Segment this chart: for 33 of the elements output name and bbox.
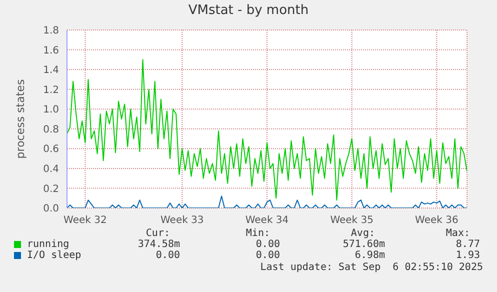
line-series	[67, 59, 467, 201]
text: 0.00	[156, 250, 180, 261]
y-tick-label: 0.0	[43, 204, 59, 215]
x-tick-label: Week 35	[330, 215, 374, 226]
y-tick-label: 0.6	[43, 144, 59, 156]
legend-label: running	[26, 239, 70, 250]
y-tick-label: 0.2	[43, 184, 59, 195]
y-tick-label: 1.2	[43, 84, 59, 96]
y-tick-label: 1.8	[43, 26, 59, 37]
text: 6.98m	[354, 250, 385, 261]
text: 571.60m	[342, 239, 385, 250]
y-tick-label: 1.6	[43, 45, 59, 56]
text: 0.00	[256, 250, 280, 261]
legend-label: I/O sleep	[26, 250, 82, 261]
text: 8.77	[456, 239, 480, 250]
text: Min:	[246, 228, 270, 239]
chart-title: VMstat - by month	[187, 3, 310, 18]
y-axis-title: process states	[14, 79, 27, 159]
y-tick-label: 0.4	[43, 164, 59, 175]
text: Cur:	[146, 228, 170, 239]
y-tick-label: 1.0	[43, 104, 59, 116]
text: Max:	[446, 228, 470, 239]
text: 374.58m	[138, 239, 180, 250]
x-tick-label: Week 36	[415, 215, 458, 226]
y-tick-label: 1.4	[43, 65, 59, 76]
text: Avg:	[350, 228, 375, 239]
text: 1.93	[456, 250, 480, 261]
x-tick-label: Week 34	[245, 215, 289, 226]
text: Last update: Sat Sep 6 02:55:10 2025	[260, 262, 483, 273]
text: 0.00	[256, 239, 280, 250]
x-tick-label: Week 32	[64, 215, 107, 226]
x-tick-label: Week 33	[160, 215, 204, 226]
y-tick-label: 0.8	[43, 124, 59, 136]
